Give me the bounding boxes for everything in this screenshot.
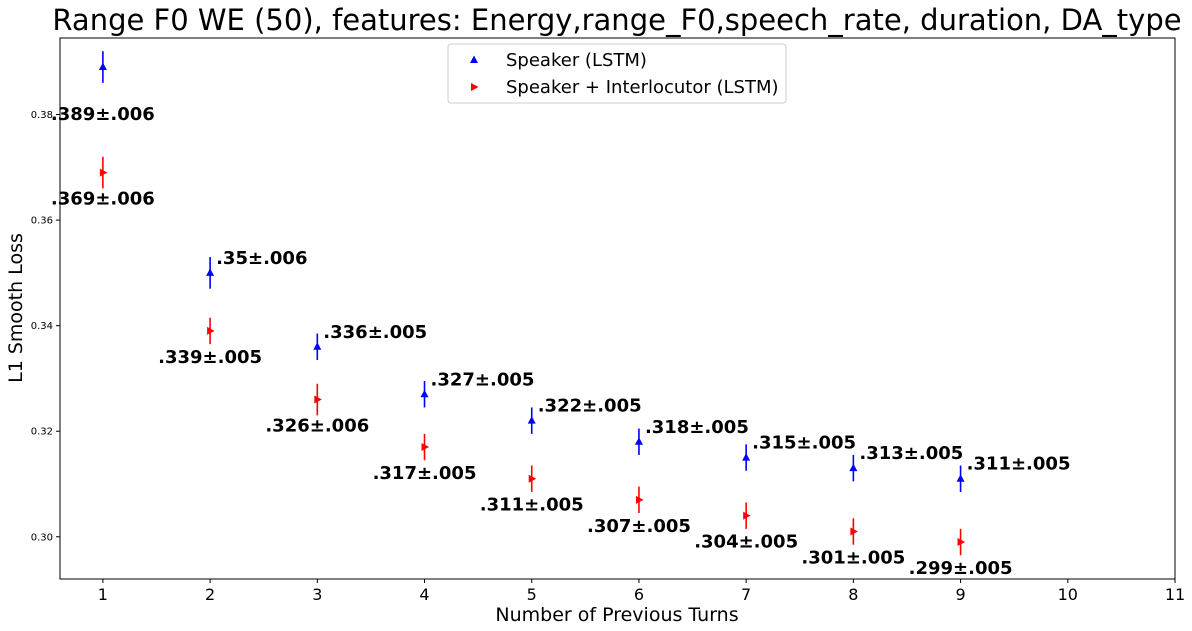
data-label: .301±.005: [801, 547, 905, 568]
y-tick-label: 0.36: [31, 216, 53, 227]
data-point: [957, 538, 966, 547]
data-label: .311±.005: [967, 454, 1071, 475]
y-tick-label: 0.30: [31, 532, 53, 543]
data-point: [421, 443, 430, 452]
plot-area: [59, 37, 1176, 580]
data-point: [98, 62, 107, 71]
legend-box: [447, 43, 787, 104]
y-tick-label: 0.38: [31, 110, 53, 121]
data-label: .322±.005: [538, 396, 642, 417]
data-point: [528, 474, 537, 483]
x-tick-label: 11: [1165, 585, 1185, 604]
data-label: .369±.006: [51, 189, 155, 210]
x-tick-label: 10: [1058, 585, 1078, 604]
data-point: [849, 463, 858, 472]
data-point: [742, 453, 751, 461]
legend-marker: [470, 55, 478, 63]
x-tick-label: 1: [98, 585, 108, 604]
x-tick-label: 5: [527, 585, 537, 604]
x-axis-label: Number of Previous Turns: [495, 604, 738, 626]
data-label: .313±.005: [859, 443, 963, 464]
y-tick-label: 0.34: [31, 321, 53, 332]
data-point: [956, 474, 965, 482]
chart-title: Range F0 WE (50), features: Energy,range…: [52, 3, 1181, 37]
data-point: [635, 495, 644, 504]
data-label: .35±.006: [216, 248, 307, 269]
y-axis: 0.30 0.32 0.34 0.36 0.38: [31, 110, 60, 543]
y-tick-label: 0.32: [31, 427, 53, 438]
legend-label: Speaker + Interlocutor (LSTM): [506, 77, 779, 98]
x-tick-label: 7: [741, 585, 751, 604]
data-label: .327±.005: [431, 369, 535, 390]
data-label: .311±.005: [480, 495, 584, 516]
x-tick-label: 4: [419, 585, 429, 604]
x-tick-label: 8: [848, 585, 858, 604]
data-point: [99, 168, 108, 177]
data-label: .389±.006: [51, 104, 155, 125]
series-speaker: .389±.006 .35±.006 .336±.005 .327±.005.322±…: [51, 51, 1071, 492]
legend: Speaker (LSTM) Speaker + Interlocutor (LS…: [447, 43, 787, 104]
data-point: [527, 416, 536, 424]
x-axis: 1 2 3 4 5 6 7 8 9 10 11: [98, 579, 1185, 604]
data-point: [206, 268, 215, 276]
data-point: [420, 389, 429, 398]
x-tick-label: 3: [312, 585, 322, 604]
series-speaker-interlocutor: .369±.006 .339±.005 .326±.006 .317±.005.311…: [51, 156, 1013, 579]
data-label: .315±.005: [752, 433, 856, 454]
data-label: .318±.005: [645, 417, 749, 438]
data-label: .336±.005: [323, 322, 427, 343]
data-marks: .389±.006 .35±.006 .336±.005 .327±.005.322±…: [51, 51, 1071, 579]
data-point: [314, 395, 322, 404]
data-label: .299±.005: [909, 558, 1013, 579]
x-tick-label: 6: [634, 585, 644, 604]
data-label: .304±.005: [694, 532, 798, 553]
data-label: .326±.006: [265, 416, 369, 437]
x-tick-label: 9: [955, 585, 965, 604]
data-label: .307±.005: [587, 516, 691, 537]
data-label: .339±.005: [158, 347, 262, 368]
data-point: [743, 511, 751, 520]
legend-marker: [471, 83, 479, 91]
y-axis-label: L1 Smooth Loss: [5, 233, 27, 383]
x-tick-label: 2: [205, 585, 215, 604]
data-point: [634, 437, 643, 445]
data-point: [207, 326, 215, 335]
legend-label: Speaker (LSTM): [506, 50, 647, 71]
data-point: [850, 527, 858, 536]
data-label: .317±.005: [373, 463, 477, 484]
data-point: [313, 342, 322, 350]
